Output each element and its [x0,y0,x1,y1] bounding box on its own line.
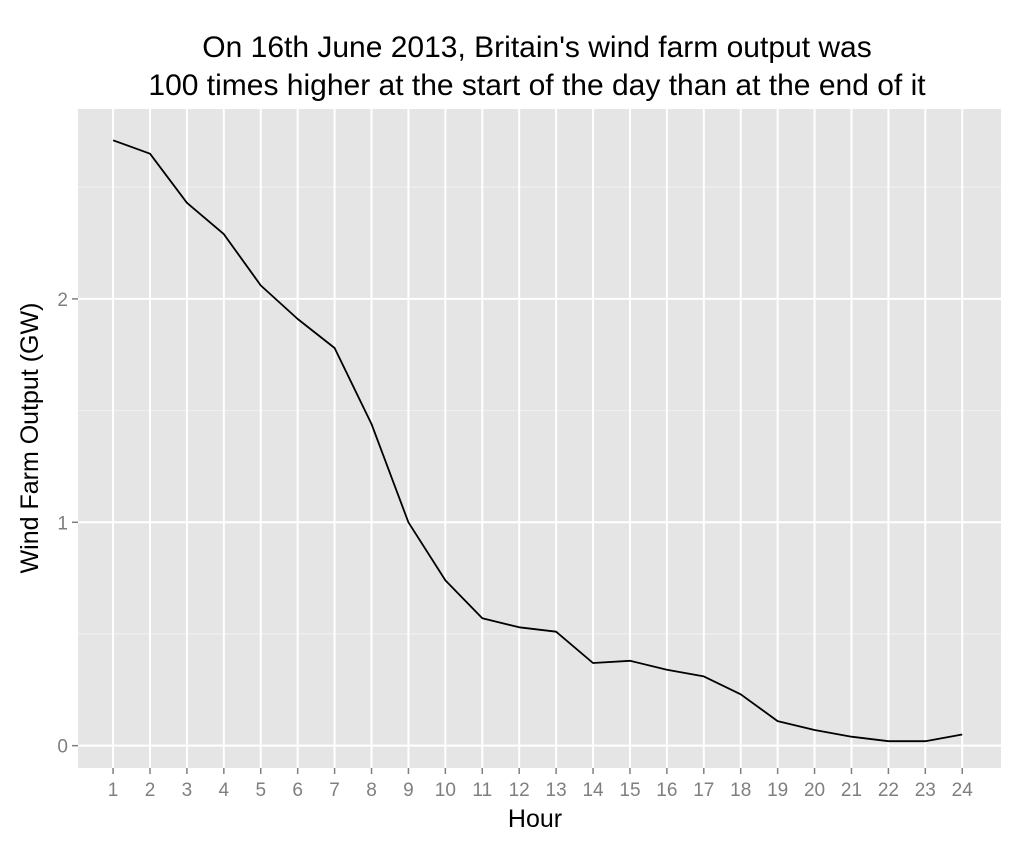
minor-gridlines [78,186,1001,635]
x-tick-label: 18 [730,780,751,801]
wind-output-series-line [112,139,963,743]
x-tick-label: 17 [693,780,714,801]
data-point [443,578,447,582]
data-point [886,739,890,743]
x-tick-label: 10 [435,780,456,801]
data-point [111,138,115,142]
x-tick-label: 19 [767,780,788,801]
x-tick-label: 23 [915,780,936,801]
data-point [591,661,595,665]
data-point [406,520,410,524]
data-point [296,317,300,321]
plot-panel [78,109,1001,768]
data-point [739,692,743,696]
x-tick-label: 6 [292,780,303,801]
x-tick-label: 5 [255,780,266,801]
chart-title-line-1: On 16th June 2013, Britain's wind farm o… [202,31,871,64]
major-gridlines [78,109,1001,768]
data-point [849,735,853,739]
x-tick-label: 13 [546,780,567,801]
data-point [702,674,706,678]
data-point [813,728,817,732]
chart-title: On 16th June 2013, Britain's wind farm o… [148,31,926,102]
x-tick-label: 3 [182,780,193,801]
data-point [148,152,152,156]
data-point [185,201,189,205]
data-point [480,616,484,620]
x-axis-title: Hour [508,805,562,833]
y-tick-label: 1 [57,513,68,534]
x-tick-label: 9 [403,780,414,801]
chart-title-line-2: 100 times higher at the start of the day… [148,69,926,102]
data-point [554,630,558,634]
data-point [222,232,226,236]
data-point [776,719,780,723]
y-axis-ticks [72,298,78,747]
x-tick-label: 11 [472,780,492,801]
x-tick-label: 22 [878,780,899,801]
data-point [665,668,669,672]
x-tick-label: 7 [329,780,340,801]
data-point [259,283,263,287]
data-point [517,625,521,629]
x-tick-label: 4 [219,780,230,801]
x-tick-label: 20 [804,780,825,801]
x-tick-label: 12 [509,780,530,801]
x-tick-label: 16 [656,780,677,801]
y-tick-label: 2 [57,290,68,311]
y-tick-label: 0 [57,737,68,758]
data-point [960,732,964,736]
x-axis-ticks [112,768,963,774]
y-axis-tick-labels: 0 1 2 [57,290,68,758]
data-point [370,422,374,426]
data-point [333,346,337,350]
x-tick-label: 1 [108,780,119,801]
data-point [923,739,927,743]
x-tick-label: 15 [619,780,640,801]
x-tick-label: 8 [366,780,377,801]
y-axis-title: Wind Farm Output (GW) [16,303,44,574]
x-tick-label: 2 [145,780,156,801]
x-tick-label: 21 [841,780,862,801]
data-point [628,659,632,663]
x-tick-label: 14 [582,780,604,801]
x-axis-tick-labels: 1 2 3 4 5 6 7 8 9 10 11 12 13 14 15 16 17 18 19 20 21 22 23 24 [108,780,973,801]
x-tick-label: 24 [952,780,974,801]
